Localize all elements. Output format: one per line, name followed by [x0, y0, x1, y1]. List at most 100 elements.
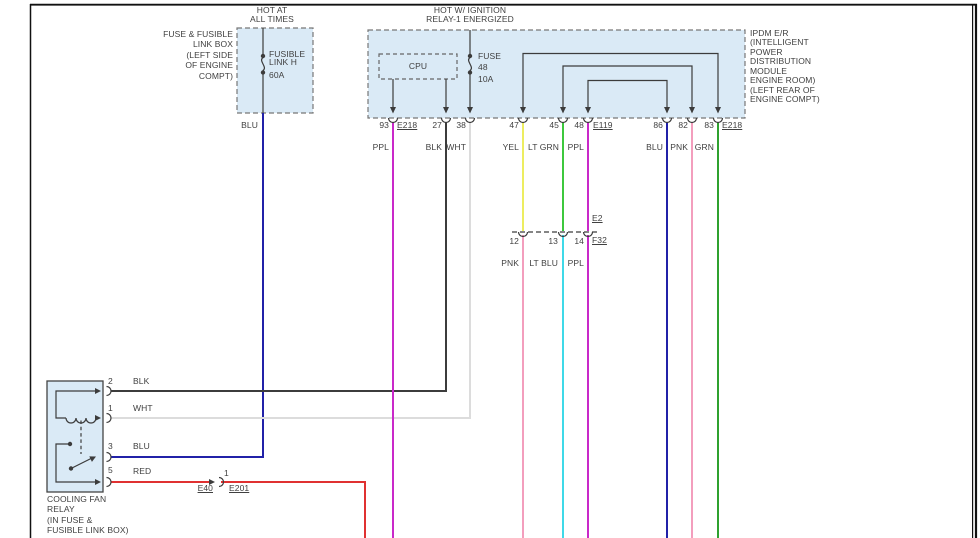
fusible-link-label-line: LINK H [269, 57, 297, 67]
wire-color-label-yel: YEL [502, 142, 519, 152]
note-hot-at-all-times-line1: HOT AT [256, 5, 288, 15]
pin-number-93: 93 [379, 120, 389, 130]
relay-pin-number-3: 3 [108, 441, 113, 451]
wire-color-label-wht-2: WHT [133, 403, 153, 413]
splice-pin-number-1: 1 [224, 468, 229, 478]
bus-pin48-pin86 [587, 79, 668, 107]
note-hot-w-ignition-line1: HOT W/ IGNITION [433, 5, 507, 15]
ipdm-box [367, 29, 746, 119]
arrow-relay-pin2 [95, 388, 101, 394]
bump-relay-pin1 [106, 412, 112, 424]
pin-number-45: 45 [549, 120, 559, 130]
bump-pin83 [712, 117, 724, 124]
wire-color-label-pnk-2: PNK [501, 258, 519, 268]
bump-pin13 [557, 231, 569, 238]
note-hot-at-all-times-line2: ALL TIMES [250, 14, 294, 24]
bump-pin82 [686, 117, 698, 124]
relay-switch-arm [70, 457, 93, 470]
wire-red-e201-down [221, 481, 366, 538]
bus-pin45-pin82 [562, 65, 693, 107]
wire-color-label-blu: BLU [646, 142, 663, 152]
arrow-pin38 [467, 107, 473, 114]
arrow-pin48 [585, 107, 591, 114]
relay-pin-number-5: 5 [108, 465, 113, 475]
connector-name-e218: E218 [397, 120, 418, 130]
cpu-box [378, 53, 458, 80]
fusebox-caption-line: FUSE & FUSIBLE [163, 29, 233, 39]
relay-pin-arrows [89, 388, 101, 485]
arrow-relay-pin1 [95, 415, 101, 421]
wire-color-label-ppl-2: PPL [567, 142, 584, 152]
bump-pin93 [387, 117, 399, 124]
bump-pin27 [440, 117, 452, 124]
fuse48-label-line: 48 [478, 62, 488, 72]
fusebox-caption-line: COMPT) [198, 71, 233, 81]
arrow-pin86 [664, 107, 670, 114]
wire-color-label-grn: GRN [694, 142, 714, 152]
pin-number-13: 13 [548, 236, 558, 246]
relay-caption-line: (IN FUSE & [47, 515, 93, 525]
ipdm-caption-line: ENGINE COMPT) [750, 94, 820, 104]
relay-pin-number-2: 2 [108, 376, 113, 386]
bump-relay-pin2 [106, 385, 112, 397]
bump-e201 [218, 476, 225, 488]
wire-color-label-pnk: PNK [670, 142, 688, 152]
bump-pin48 [582, 117, 594, 124]
relay-connector-bumps [106, 385, 112, 488]
arrow-pin93 [390, 107, 396, 114]
wire-color-label-blk-2: BLK [133, 376, 150, 386]
wire-color-label-wht: WHT [446, 142, 466, 152]
pin-number-82: 82 [678, 120, 688, 130]
fusible-link-label-line: FUSIBLE [269, 49, 306, 59]
ipdm-caption-line: IPDM E/R [750, 28, 789, 38]
arrow-pin27 [443, 107, 449, 114]
fusible-link-top-dot [260, 53, 266, 59]
fuse-fusible-link-box [236, 27, 314, 114]
ipdm-caption-line: ENGINE ROOM) [750, 75, 816, 85]
fusible-link-symbol [260, 28, 266, 113]
bump-pin14 [582, 231, 594, 238]
bump-relay-pin5 [106, 476, 112, 488]
fuse48-label-line: FUSE [478, 51, 502, 61]
bump-pin47 [517, 117, 529, 124]
fusible-link-bottom-dot [260, 70, 266, 75]
wire-color-label-red: RED [133, 466, 152, 476]
ipdm-caption-line: (LEFT REAR OF [750, 85, 815, 95]
pin-number-86: 86 [653, 120, 663, 130]
wire-color-label-ppl-3: PPL [567, 258, 584, 268]
wire-color-label-blu: BLU [241, 120, 258, 130]
bump-pin12 [517, 231, 529, 238]
ipdm-caption-line: POWER [750, 47, 783, 57]
relay-caption-line: COOLING FAN [47, 494, 107, 504]
fuse48-element [467, 57, 473, 71]
wire-color-label-ltblu: LT BLU [529, 258, 558, 268]
pin-number-27: 27 [432, 120, 442, 130]
arrow-relay-pin5 [95, 479, 101, 485]
connector-e2-f32 [512, 231, 600, 238]
bump-pin45 [557, 117, 569, 124]
cpu-label: CPU [408, 61, 428, 71]
arrow-e40 [209, 479, 215, 485]
connector-name-e201: E201 [229, 483, 250, 493]
wire-wht-relay-pin1-to-ipdm-38 [111, 122, 471, 419]
bus-pin47-pin83 [522, 52, 719, 107]
note-hot-w-ignition-line2: RELAY-1 ENERGIZED [426, 14, 514, 24]
wire-color-label-blu-2: BLU [133, 441, 150, 451]
page-frame [29, 3, 978, 538]
relay-caption-line: RELAY [47, 504, 75, 514]
bump-relay-pin3 [106, 451, 112, 463]
relay-internals [55, 390, 97, 483]
wire-color-label-blk: BLK [425, 142, 442, 152]
ipdm-connector-bumps [387, 117, 724, 124]
fuse48-bottom-dot [467, 70, 473, 75]
arrow-relay-pin3 [89, 456, 96, 462]
arrow-pin45 [560, 107, 566, 114]
wire-color-label-ppl: PPL [372, 142, 389, 152]
ipdm-pin-arrows [390, 107, 721, 114]
bump-pin86 [661, 117, 673, 124]
connector-name-f32: F32 [592, 235, 607, 245]
fusebox-caption-line: LINK BOX [192, 39, 233, 49]
pin-number-83: 83 [704, 120, 714, 130]
